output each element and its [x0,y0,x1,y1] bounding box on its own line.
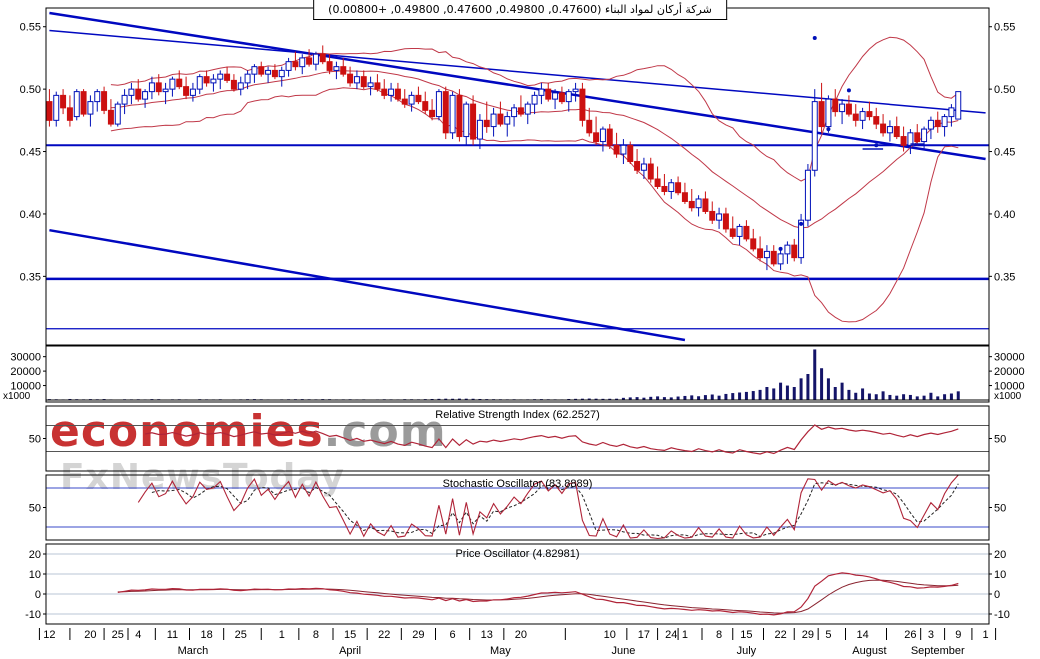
svg-text:0: 0 [35,589,41,601]
svg-text:29: 29 [412,629,424,641]
svg-text:September: September [911,645,965,657]
svg-text:0.55: 0.55 [20,22,41,34]
svg-text:26: 26 [904,629,916,641]
volume-bars [46,349,989,401]
svg-text:1: 1 [279,629,285,641]
rsi-line [144,424,959,455]
svg-text:0.45: 0.45 [20,147,41,159]
svg-text:July: July [737,645,757,657]
svg-text:24: 24 [665,629,677,641]
svg-text:10000: 10000 [10,381,41,393]
svg-text:12: 12 [43,629,55,641]
svg-text:15: 15 [344,629,356,641]
svg-text:0: 0 [994,589,1000,601]
svg-text:20000: 20000 [994,366,1025,378]
svg-text:22: 22 [378,629,390,641]
svg-text:0.55: 0.55 [994,22,1015,34]
svg-text:5: 5 [825,629,831,641]
svg-text:30000: 30000 [994,352,1025,364]
svg-text:8: 8 [716,629,722,641]
svg-text:11: 11 [167,629,178,641]
svg-text:0.50: 0.50 [20,84,41,96]
svg-text:50: 50 [29,434,41,446]
svg-text:15: 15 [740,629,752,641]
svg-text:0.50: 0.50 [994,84,1015,96]
watermark-logo: economies.com [50,410,447,454]
svg-text:-10: -10 [25,609,41,621]
svg-text:8: 8 [313,629,319,641]
x-axis: 12 20 25 4 11 18 25 1 8 15 22 29 6 13 20 10 17 24 1 8 15 22 29… [38,628,997,657]
svg-text:4: 4 [135,629,141,641]
svg-text:20000: 20000 [10,366,41,378]
svg-text:0.35: 0.35 [994,271,1015,283]
svg-text:25: 25 [235,629,247,641]
watermark-brand: economies [50,406,324,457]
stochastic-lines [137,474,959,540]
svg-text:March: March [178,645,209,657]
svg-text:May: May [490,645,511,657]
svg-text:13: 13 [481,629,493,641]
svg-text:30000: 30000 [10,352,41,364]
svg-text:10: 10 [29,569,41,581]
marker-dots [778,35,925,251]
svg-text:6: 6 [450,629,456,641]
svg-text:x1000: x1000 [994,391,1022,402]
svg-text:50: 50 [994,503,1006,515]
svg-text:10000: 10000 [994,381,1025,393]
svg-text:-10: -10 [994,609,1010,621]
svg-text:29: 29 [802,629,814,641]
svg-text:17: 17 [638,629,650,641]
svg-text:0.40: 0.40 [994,209,1015,221]
svg-text:50: 50 [29,503,41,515]
svg-text:20: 20 [994,549,1006,561]
svg-text:June: June [611,645,635,657]
svg-text:3: 3 [928,629,934,641]
svg-text:0.40: 0.40 [20,209,41,221]
y-axis-labels: 0.55 0.55 0.50 0.50 0.45 0.45 0.40 0.40 0.35 0.35… [3,22,1025,621]
price-oscillator-lines [117,572,959,616]
chart-title: شركة أركان لمواد البناء (0.47600, 0.4980… [313,0,727,20]
svg-text:April: April [339,645,361,657]
svg-text:18: 18 [200,629,212,641]
svg-text:10: 10 [994,569,1006,581]
trendlines [49,11,986,342]
svg-text:20: 20 [515,629,527,641]
svg-text:20: 20 [84,629,96,641]
svg-text:1: 1 [682,629,688,641]
svg-text:x1000: x1000 [3,391,31,402]
svg-text:25: 25 [112,629,124,641]
candles [46,45,962,271]
svg-text:0.45: 0.45 [994,147,1015,159]
svg-text:14: 14 [856,629,868,641]
svg-text:50: 50 [994,434,1006,446]
svg-text:22: 22 [774,629,786,641]
svg-text:August: August [852,645,886,657]
svg-text:0.35: 0.35 [20,271,41,283]
svg-text:20: 20 [29,549,41,561]
gridlines [46,144,989,615]
svg-text:1: 1 [983,629,989,641]
svg-text:10: 10 [604,629,616,641]
svg-text:9: 9 [955,629,961,641]
